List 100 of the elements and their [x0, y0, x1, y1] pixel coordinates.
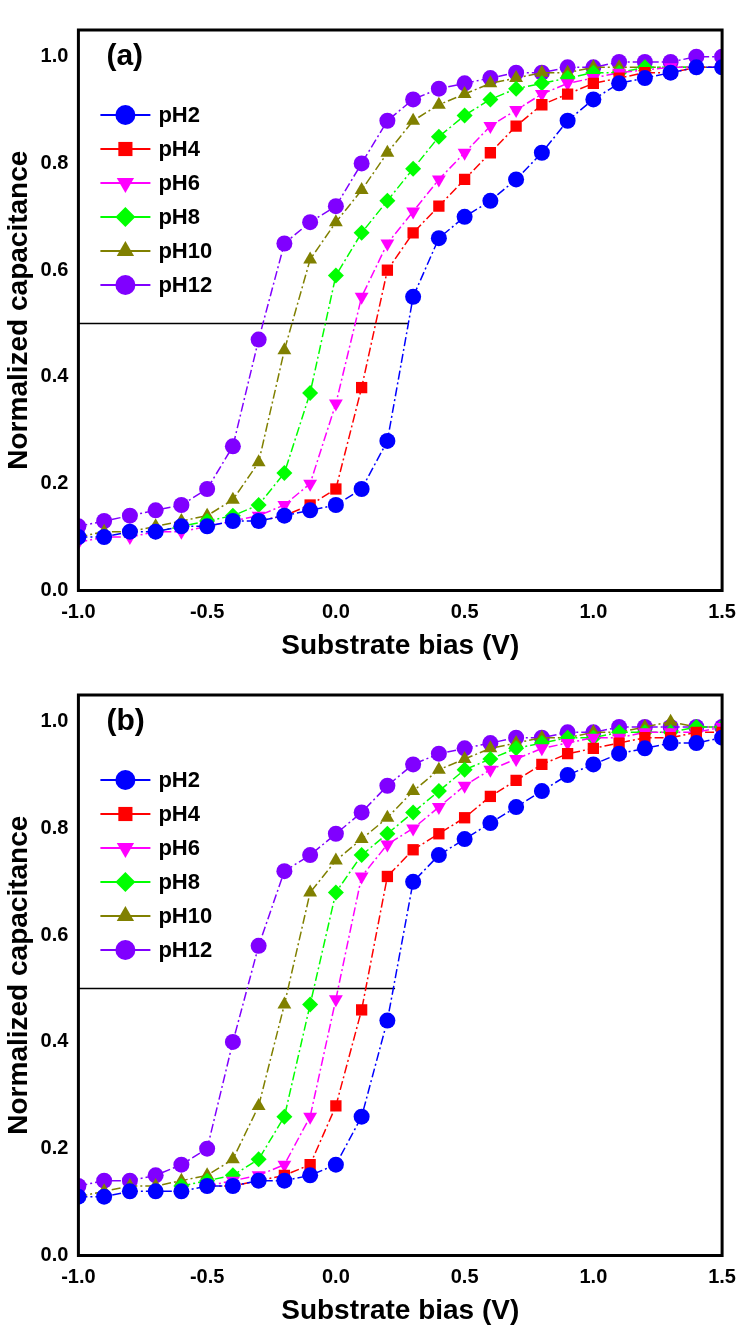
point: [276, 1108, 293, 1125]
point: [302, 214, 319, 231]
point: [611, 75, 628, 92]
point: [405, 160, 422, 177]
point: [508, 740, 525, 757]
point: [302, 502, 319, 519]
point: [482, 192, 499, 209]
point: [250, 497, 267, 514]
point: [96, 513, 113, 530]
point: [508, 799, 525, 816]
x-tick-label: 0.5: [450, 599, 479, 622]
point: [482, 91, 499, 108]
point: [96, 1188, 113, 1205]
point: [433, 828, 445, 840]
x-tick-label: -0.5: [189, 1264, 225, 1287]
point: [483, 75, 498, 88]
point: [456, 831, 473, 848]
point: [354, 872, 369, 885]
point: [430, 847, 447, 864]
x-tick-label: -0.5: [189, 599, 225, 622]
legend-label: pH10: [158, 238, 213, 264]
point: [381, 264, 394, 276]
point: [534, 744, 549, 757]
point: [121, 523, 138, 540]
point: [482, 815, 499, 832]
point: [355, 1004, 368, 1016]
point: [379, 825, 396, 842]
x-tick-label: 1.0: [579, 1264, 608, 1287]
x-tick-label: 0.0: [321, 1264, 350, 1287]
point: [354, 831, 369, 844]
point: [457, 86, 472, 99]
point: [199, 518, 216, 535]
point: [121, 1183, 138, 1200]
point: [327, 1156, 344, 1173]
point: [688, 735, 705, 752]
point: [354, 182, 369, 195]
point: [405, 91, 422, 108]
point: [96, 529, 113, 546]
point: [379, 777, 396, 794]
point: [328, 214, 343, 227]
point: [405, 288, 422, 305]
point: [224, 438, 241, 455]
point: [636, 740, 653, 757]
point: [353, 804, 370, 821]
point: [328, 399, 343, 412]
point: [611, 745, 628, 762]
point: [533, 783, 550, 800]
legend-label: pH4: [158, 801, 201, 827]
point: [456, 208, 473, 225]
legend-label: pH4: [158, 136, 201, 162]
point: [173, 497, 190, 514]
point: [302, 996, 319, 1013]
point: [379, 192, 396, 209]
point: [458, 173, 471, 186]
point: [276, 863, 293, 880]
point: [509, 70, 524, 83]
point: [508, 80, 525, 97]
legend-label: pH12: [158, 937, 213, 963]
point: [250, 937, 267, 954]
y-tick-label: 1.0: [40, 44, 69, 67]
point: [327, 884, 344, 901]
point: [379, 432, 396, 449]
legend-label: pH10: [158, 903, 213, 929]
legend-label: pH2: [158, 102, 200, 128]
y-tick-label: 0.6: [40, 922, 69, 945]
point: [430, 783, 447, 800]
point: [303, 1112, 318, 1125]
point: [96, 1172, 113, 1189]
y-tick-label: 0.8: [40, 150, 69, 173]
point: [199, 480, 216, 497]
y-tick-label: 1.0: [40, 709, 69, 732]
point: [561, 748, 574, 760]
point: [224, 513, 241, 530]
legend-label: pH6: [158, 835, 200, 861]
y-tick-label: 0.8: [40, 815, 69, 838]
point: [250, 331, 267, 348]
legend-label: pH12: [158, 272, 213, 298]
point: [353, 224, 370, 241]
point: [251, 454, 266, 467]
point: [405, 873, 422, 890]
x-axis-title: Substrate bias (V): [281, 1293, 520, 1325]
legend-label: pH8: [158, 869, 200, 895]
point: [121, 507, 138, 524]
point: [379, 112, 396, 129]
point: [457, 781, 472, 794]
point: [458, 812, 471, 824]
point: [510, 120, 522, 132]
point: [484, 147, 497, 159]
point: [536, 99, 548, 111]
point: [225, 1151, 240, 1164]
point: [559, 112, 576, 129]
point: [327, 497, 344, 514]
x-tick-label: 0.0: [321, 599, 350, 622]
point: [430, 80, 447, 97]
point: [482, 751, 499, 768]
x-tick-label: 1.0: [579, 599, 608, 622]
point: [354, 292, 369, 305]
legend-label: pH8: [158, 204, 200, 230]
point: [508, 171, 525, 188]
point: [585, 756, 602, 773]
